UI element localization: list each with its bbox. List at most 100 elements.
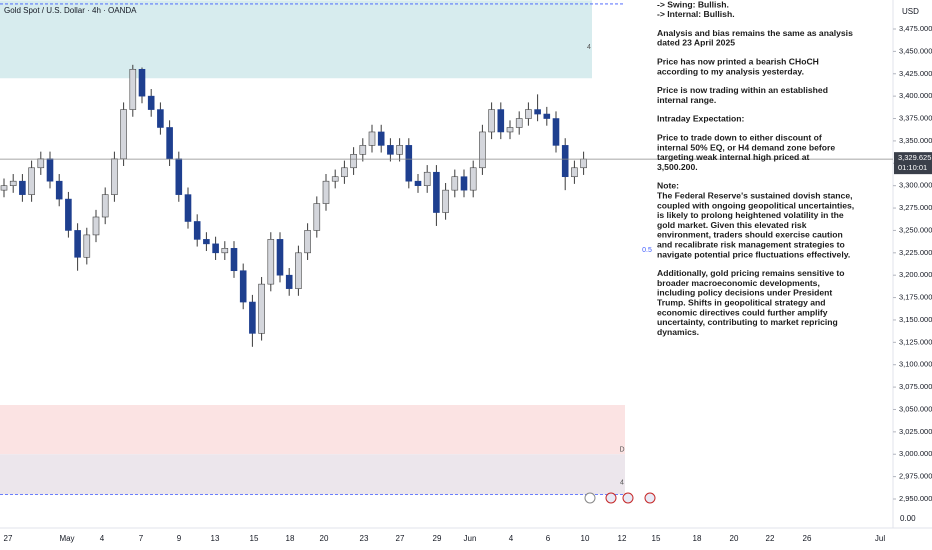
- event-icon[interactable]: [584, 492, 596, 504]
- annotation-line: according to my analysis yesterday.: [657, 66, 804, 76]
- candle-body: [368, 131, 376, 146]
- annotation-line: -> Internal: Bullish.: [657, 9, 735, 19]
- candle-body: [276, 239, 284, 276]
- marker-label: 0.5: [642, 247, 652, 254]
- y-tick-label: 3,450.000: [899, 46, 932, 55]
- x-tick-label: 22: [766, 534, 775, 543]
- candle-body: [396, 145, 403, 155]
- y-tick-label: 3,350.000: [899, 136, 932, 145]
- y-tick-label: 3,250.000: [899, 225, 932, 234]
- annotation-line: 3,500.200.: [657, 162, 698, 172]
- candle-body: [488, 109, 495, 133]
- x-tick-label: 10: [581, 534, 590, 543]
- y-tick-label: 3,200.000: [899, 270, 932, 279]
- x-tick-label: 9: [177, 534, 182, 543]
- candle-body: [0, 185, 8, 191]
- y-tick-label: 3,150.000: [899, 315, 932, 324]
- last-price-box: [894, 152, 932, 175]
- y-tick-label: 3,425.000: [899, 69, 932, 78]
- candle-body: [497, 109, 505, 133]
- last-price-label: 3,329.625: [898, 153, 931, 162]
- candle-body: [525, 109, 532, 119]
- marker-label: D: [619, 447, 624, 454]
- y-tick-label: 3,300.000: [899, 181, 932, 190]
- y-tick-label: 3,225.000: [899, 248, 932, 257]
- candle-body: [120, 109, 127, 160]
- y-tick-label: 3,275.000: [899, 203, 932, 212]
- annotation-line: Price is now trading within an establish…: [657, 85, 828, 95]
- y-tick-label: 3,175.000: [899, 293, 932, 302]
- scale-extra-label: 0.00: [900, 514, 916, 523]
- x-tick-label: 18: [693, 534, 702, 543]
- candle-body: [414, 180, 422, 186]
- candle-body: [442, 189, 449, 213]
- y-tick-label: 3,000.000: [899, 449, 932, 458]
- y-tick-label: 3,375.000: [899, 114, 932, 123]
- candle-body: [221, 248, 229, 254]
- candle-body: [359, 145, 367, 155]
- event-icon[interactable]: [622, 492, 634, 504]
- y-tick-label: 3,125.000: [899, 337, 932, 346]
- event-icon[interactable]: [605, 492, 617, 504]
- candle-body: [267, 239, 275, 285]
- candle-body: [74, 230, 81, 258]
- x-tick-label: 6: [546, 534, 551, 543]
- x-tick-label: 15: [250, 534, 259, 543]
- candle-body: [534, 109, 541, 115]
- y-tick-label: 2,975.000: [899, 472, 932, 481]
- y-tick-label: 3,050.000: [899, 404, 932, 413]
- candle-body: [469, 167, 477, 191]
- candle-body: [138, 68, 146, 97]
- annotation-line: Note:: [657, 181, 679, 191]
- candle-body: [423, 171, 431, 186]
- annotation-line: navigate potential price fluctuations ef…: [657, 249, 850, 259]
- candle-body: [147, 95, 155, 110]
- annotation-line: dynamics.: [657, 327, 699, 337]
- candle-body: [405, 145, 413, 182]
- candle-body: [249, 301, 256, 334]
- candle-body: [92, 216, 100, 236]
- x-tick-label: May: [59, 534, 74, 543]
- x-tick-label: 26: [803, 534, 812, 543]
- candle-body: [322, 180, 330, 204]
- x-tick-label: 18: [286, 534, 295, 543]
- candle-body: [166, 127, 173, 160]
- candle-body: [313, 203, 321, 231]
- y-tick-label: 3,400.000: [899, 91, 932, 100]
- candle-body: [111, 158, 118, 195]
- x-tick-label: 7: [139, 534, 144, 543]
- candle-body: [580, 158, 587, 169]
- annotation-line: economic directives could further amplif…: [657, 307, 828, 317]
- candle-body: [295, 252, 302, 289]
- x-tick-label: 4: [100, 534, 105, 543]
- candle-body: [561, 145, 569, 178]
- candle-body: [515, 118, 523, 128]
- x-tick-label: 20: [730, 534, 739, 543]
- candle-body: [46, 158, 54, 182]
- candle-body: [506, 127, 514, 133]
- x-tick-label: 13: [211, 534, 220, 543]
- candle-body: [239, 270, 247, 303]
- x-tick-label: 27: [4, 534, 13, 543]
- event-icons: [584, 492, 656, 504]
- candle-body: [184, 194, 192, 222]
- candle-body: [543, 113, 551, 119]
- annotation-line: Analysis and bias remains the same as an…: [657, 28, 853, 38]
- candle-body: [258, 283, 265, 334]
- annotation-line: and recalibrate risk management strategi…: [657, 239, 845, 249]
- annotation-line: -> Swing: Bullish.: [657, 0, 729, 9]
- annotation-line: targeting weak internal high priced at: [657, 152, 809, 162]
- annotation-line: Additionally, gold pricing remains sensi…: [657, 268, 845, 278]
- annotation-line: Price to trade down to either discount o…: [657, 132, 822, 142]
- y-tick-label: 2,950.000: [899, 494, 932, 503]
- annotation-line: gold market. Given this elevated risk: [657, 220, 807, 230]
- zone: [0, 0, 592, 79]
- event-icon[interactable]: [644, 492, 656, 504]
- candle-body: [157, 109, 164, 128]
- candle-body: [193, 221, 201, 240]
- annotation-line: including policy decisions under Preside…: [657, 288, 832, 298]
- candle-body: [101, 194, 109, 218]
- chart-title: Gold Spot / U.S. Dollar · 4h · OANDA: [4, 6, 137, 15]
- candle-body: [571, 167, 578, 178]
- x-tick-label: 29: [433, 534, 442, 543]
